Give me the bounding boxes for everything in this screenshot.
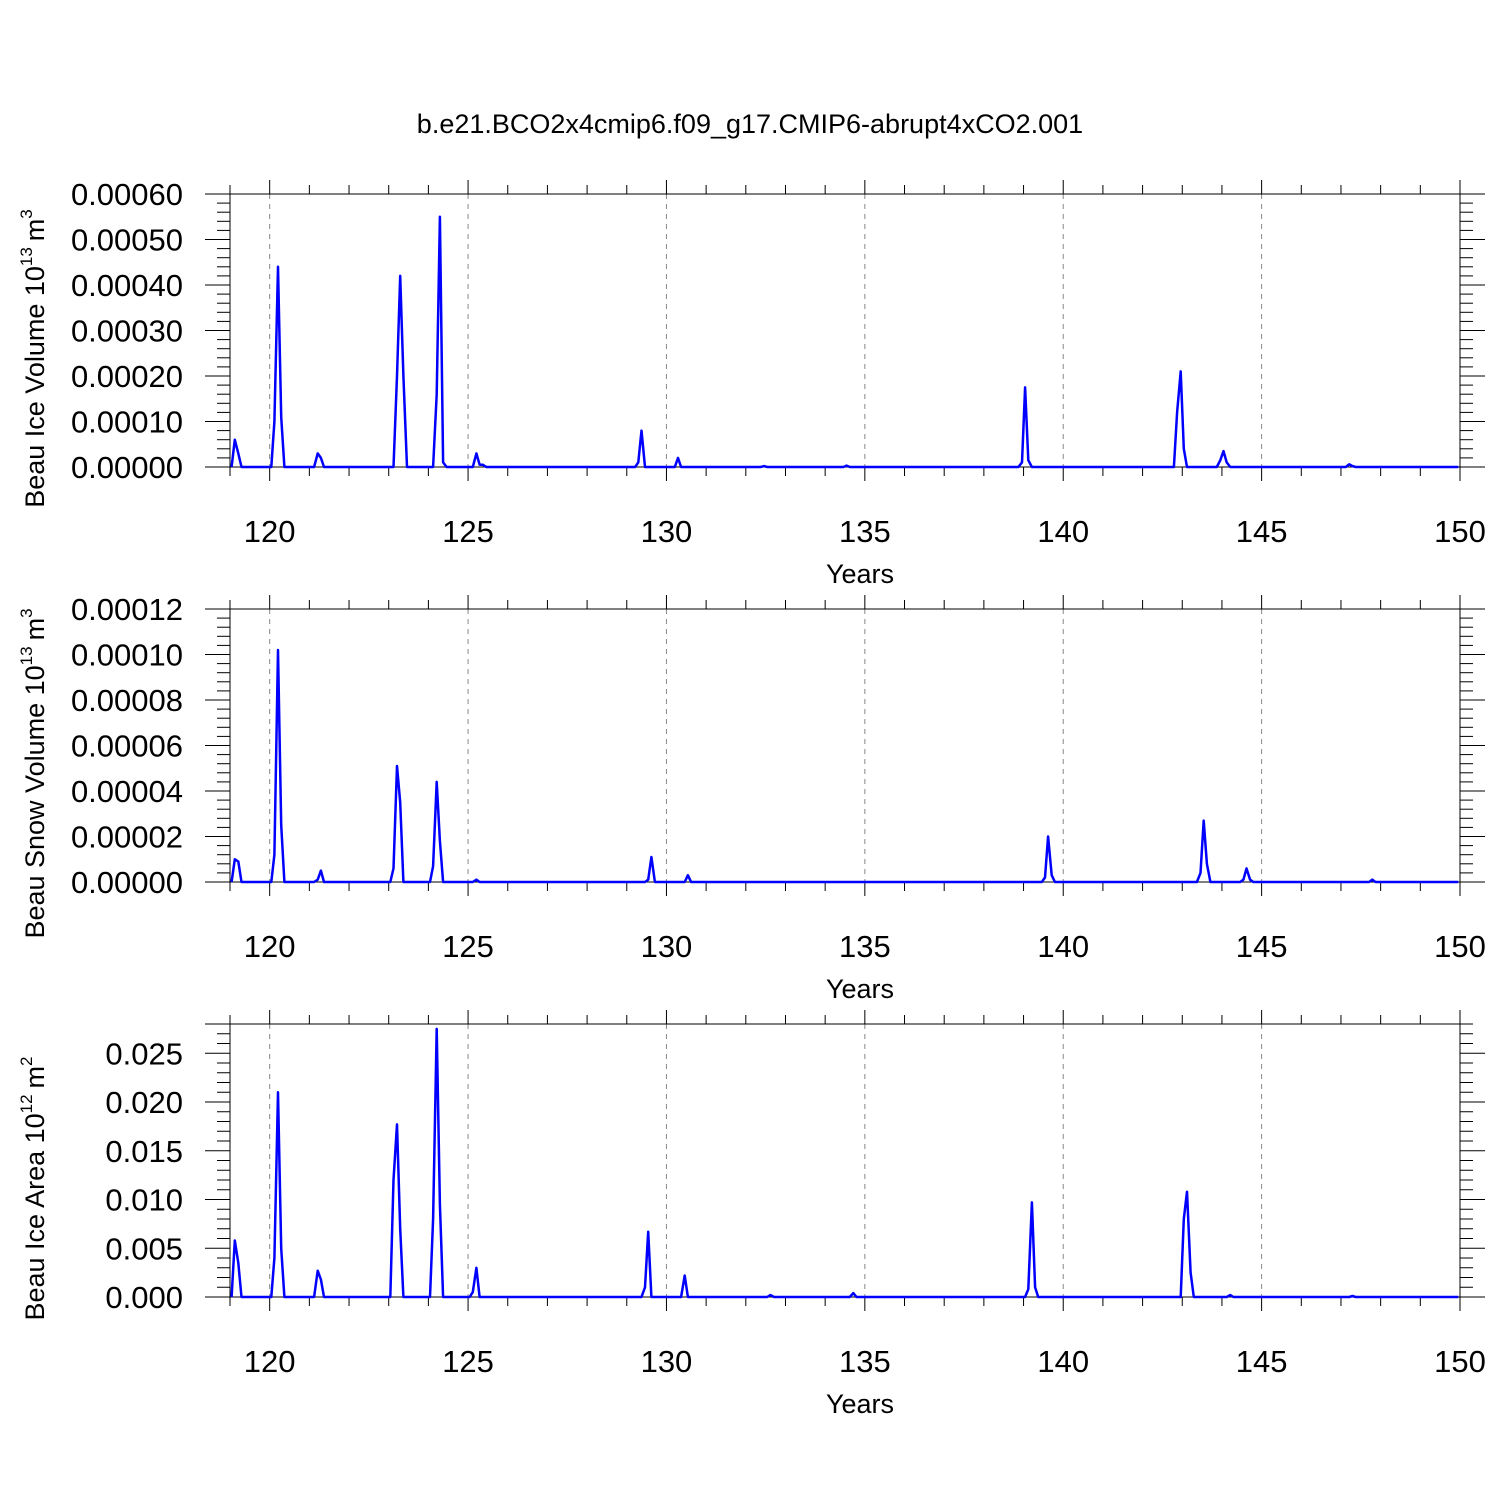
y-axis-title-unit: m (20, 1066, 50, 1089)
y-axis-title-text: Beau Ice Volume 10 (20, 266, 50, 508)
y-tick-label: 0.00020 (71, 359, 183, 394)
y-tick-label: 0.00008 (71, 683, 183, 718)
y-tick-label: 0.00006 (71, 729, 183, 764)
y-axis-title-unit: m (20, 219, 50, 242)
x-tick-label: 130 (641, 929, 693, 964)
y-tick-label: 0.00050 (71, 223, 183, 258)
y-tick-label: 0.00002 (71, 820, 183, 855)
x-axis-title: Years (826, 974, 894, 1004)
y-axis-title-text: Beau Snow Volume 10 (20, 665, 50, 938)
y-axis-title: Beau Ice Area 1012 m2 (17, 1056, 50, 1320)
x-tick-label: 150 (1434, 1344, 1486, 1379)
y-axis-title-text: Beau Ice Area 10 (20, 1113, 50, 1320)
y-tick-label: 0.005 (105, 1231, 183, 1266)
x-tick-label: 120 (244, 1344, 296, 1379)
x-tick-label: 125 (442, 1344, 494, 1379)
y-axis-title-unit: m (20, 618, 50, 641)
x-tick-label: 150 (1434, 929, 1486, 964)
x-tick-label: 125 (442, 929, 494, 964)
y-axis-title: Beau Ice Volume 1013 m3 (17, 209, 50, 508)
x-axis-title: Years (826, 1389, 894, 1419)
x-tick-label: 135 (839, 1344, 891, 1379)
y-tick-label: 0.015 (105, 1134, 183, 1169)
y-axis-title-unit-exponent: 3 (17, 608, 36, 617)
series-line (230, 215, 1459, 469)
x-tick-label: 135 (839, 929, 891, 964)
x-tick-label: 150 (1434, 514, 1486, 549)
figure-title: b.e21.BCO2x4cmip6.f09_g17.CMIP6-abrupt4x… (417, 109, 1083, 139)
y-axis-title-unit-exponent: 2 (17, 1056, 36, 1065)
x-tick-label: 145 (1236, 514, 1288, 549)
x-tick-label: 145 (1236, 929, 1288, 964)
series-line (230, 1027, 1459, 1299)
y-tick-label: 0.00000 (71, 865, 183, 900)
y-tick-label: 0.00012 (71, 592, 183, 627)
y-tick-label: 0.00040 (71, 268, 183, 303)
y-tick-label: 0.00004 (71, 774, 183, 809)
x-tick-label: 120 (244, 929, 296, 964)
x-tick-label: 140 (1037, 514, 1089, 549)
x-tick-label: 145 (1236, 1344, 1288, 1379)
y-axis-title-unit-exponent: 3 (17, 209, 36, 218)
x-tick-label: 130 (641, 1344, 693, 1379)
x-tick-label: 130 (641, 514, 693, 549)
panels: 0.00000 0.00010 0.00020 0.00030 0.00040 0.000… (17, 177, 1486, 1419)
panel-1: 0.00000 0.00010 0.00020 0.00030 0.00040 0.000… (17, 177, 1486, 589)
y-tick-label: 0.00010 (71, 405, 183, 440)
y-tick-label: 0.020 (105, 1085, 183, 1120)
y-axis-title: Beau Snow Volume 1013 m3 (17, 608, 50, 938)
y-tick-label: 0.00030 (71, 314, 183, 349)
y-tick-label: 0.00060 (71, 177, 183, 212)
y-axis-title-exponent: 13 (17, 646, 36, 665)
x-axis-title: Years (826, 559, 894, 589)
y-tick-label: 0.00010 (71, 638, 183, 673)
x-tick-label: 120 (244, 514, 296, 549)
x-tick-label: 125 (442, 514, 494, 549)
panel-3: 0.000 0.005 0.010 0.015 0.020 0.025 120 125 130 1… (17, 1010, 1486, 1419)
y-tick-label: 0.00000 (71, 450, 183, 485)
series-line (230, 648, 1459, 884)
y-axis-title-exponent: 12 (17, 1094, 36, 1113)
x-tick-label: 140 (1037, 929, 1089, 964)
x-tick-label: 135 (839, 514, 891, 549)
y-tick-label: 0.000 (105, 1280, 183, 1315)
x-tick-label: 140 (1037, 1344, 1089, 1379)
panel-2: 0.00000 0.00002 0.00004 0.00006 0.00008 0.000… (17, 592, 1486, 1004)
y-tick-label: 0.010 (105, 1183, 183, 1218)
y-tick-label: 0.025 (105, 1036, 183, 1071)
y-axis-title-exponent: 13 (17, 247, 36, 266)
